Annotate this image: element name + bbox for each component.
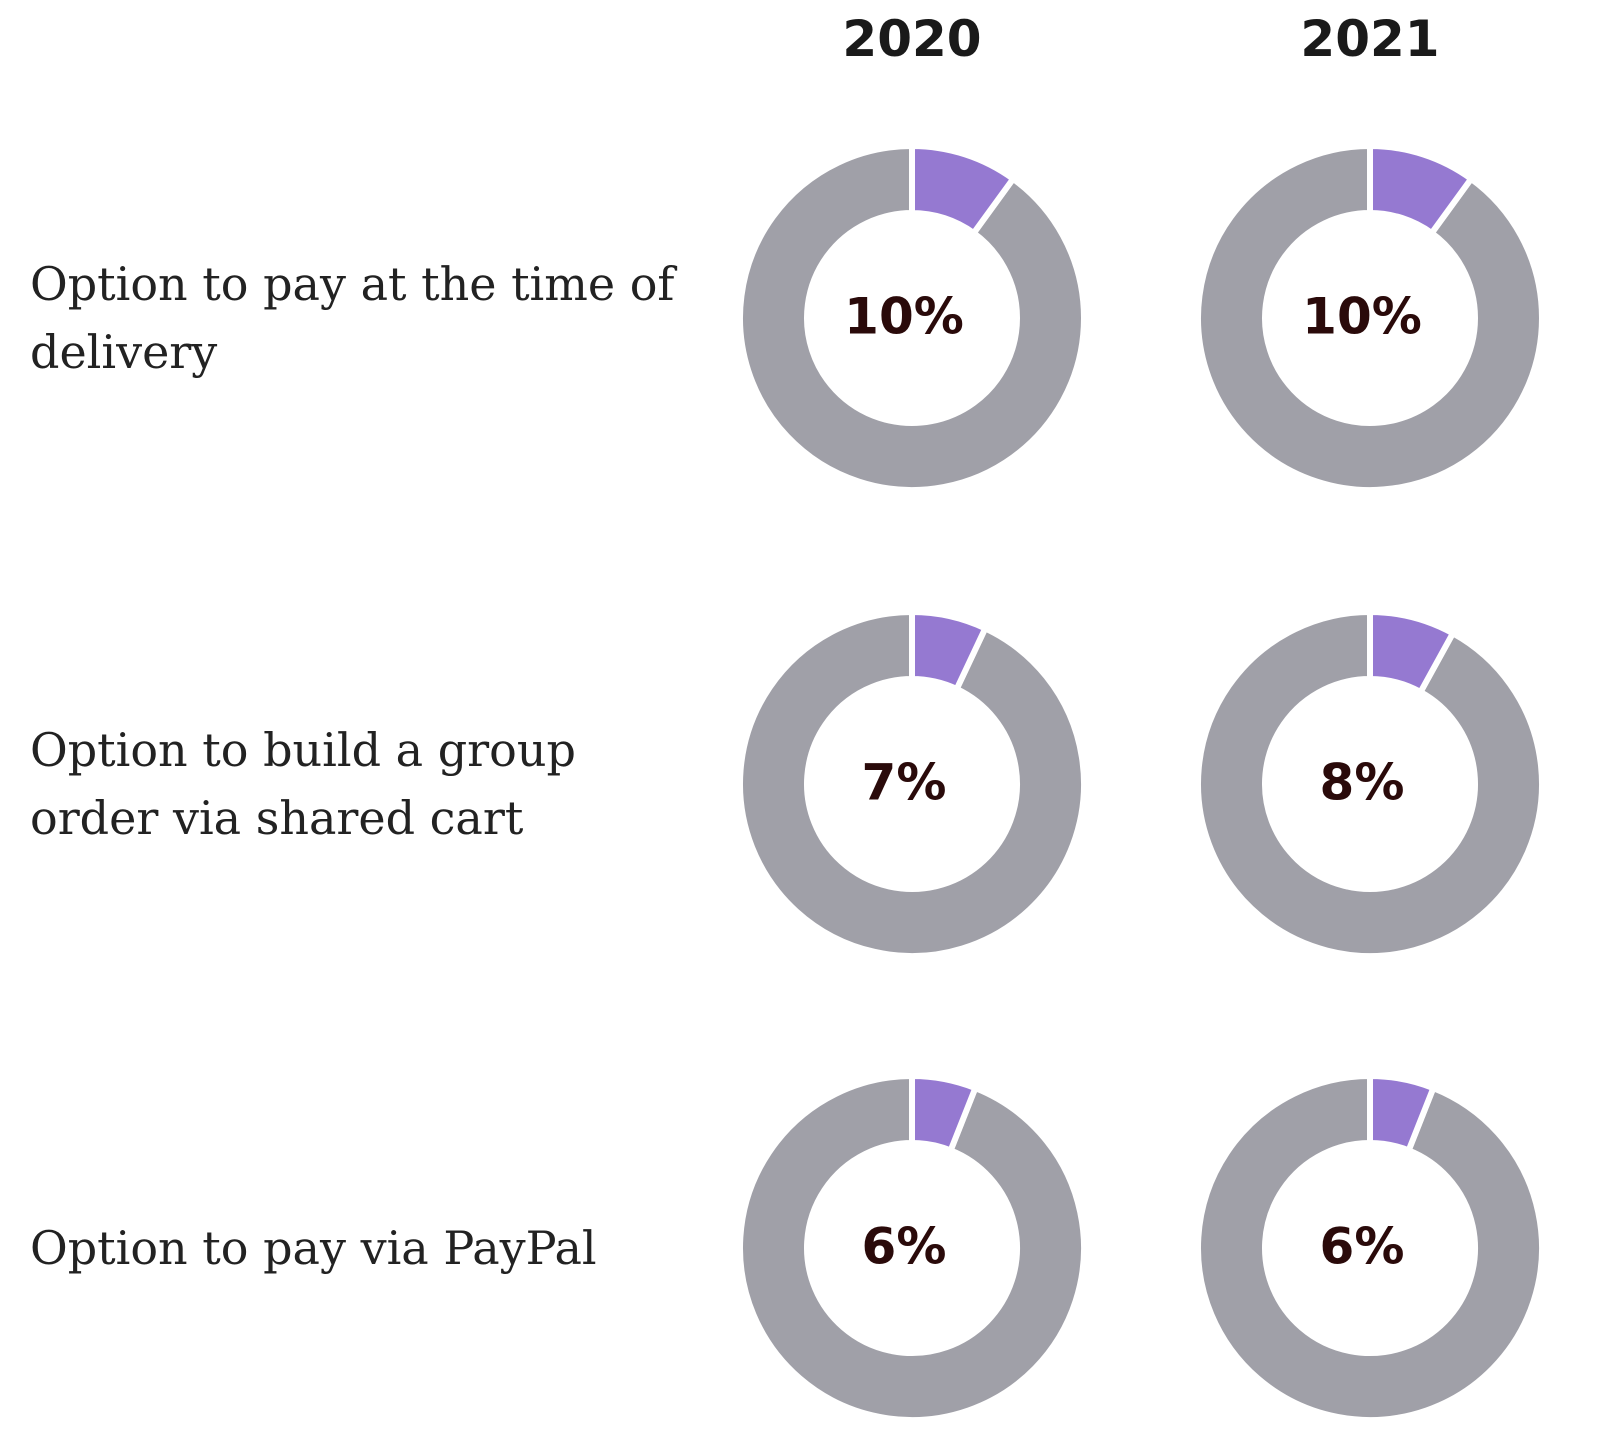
donut-rest — [1195, 1073, 1545, 1423]
row-label: Option to pay at the time of delivery — [30, 257, 675, 379]
donut-slice — [909, 143, 1017, 237]
value-label: 6% — [1320, 1218, 1405, 1276]
donut-slice — [1367, 143, 1475, 237]
value-label: 7% — [862, 754, 947, 812]
donut-rest — [737, 1073, 1087, 1423]
donut-slice — [909, 609, 989, 692]
column-header: 2020 — [842, 10, 981, 68]
donut-rest — [737, 143, 1087, 493]
value-label: 10% — [1302, 288, 1422, 346]
donut-slice — [909, 1073, 979, 1154]
donut-rest — [1195, 143, 1545, 493]
value-label: 10% — [844, 288, 964, 346]
row-label: Option to pay via PayPal — [30, 1221, 597, 1275]
donut-rest — [1195, 609, 1545, 959]
value-label: 8% — [1320, 754, 1405, 812]
donut-slice — [1367, 609, 1456, 695]
row-label: Option to build a group order via shared… — [30, 723, 576, 845]
donut-slice — [1367, 1073, 1437, 1154]
column-header: 2021 — [1300, 10, 1439, 68]
donut-rest — [737, 609, 1087, 959]
value-label: 6% — [862, 1218, 947, 1276]
